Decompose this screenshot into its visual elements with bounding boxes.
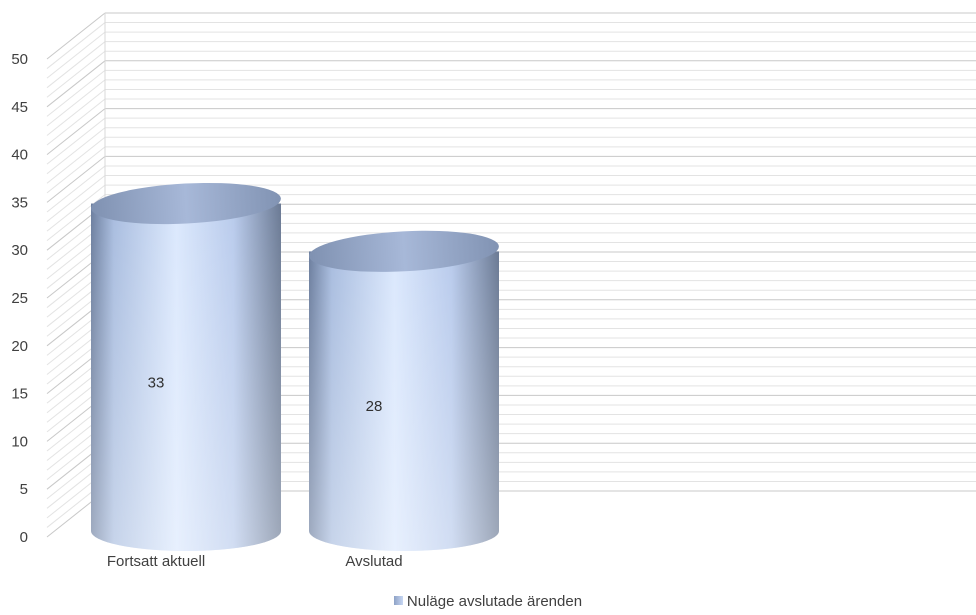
y-tick-label: 10: [11, 433, 28, 450]
side-gridline: [46, 41, 106, 89]
cylinder-body-shade: [309, 251, 499, 551]
side-gridline: [46, 165, 106, 213]
cylinder-top: [91, 182, 281, 225]
y-tick-label: 30: [11, 242, 28, 259]
category-label: Avslutad: [345, 553, 402, 570]
side-gridline: [46, 50, 106, 98]
data-label: 33: [148, 374, 165, 391]
side-gridline: [46, 117, 106, 165]
side-gridline: [46, 60, 106, 108]
side-gridline: [46, 79, 106, 127]
y-tick-label: 50: [11, 51, 28, 68]
side-gridline: [46, 98, 106, 146]
y-tick-label: 20: [11, 338, 28, 355]
bars: [91, 182, 499, 551]
y-tick-label: 45: [11, 99, 28, 116]
y-tick-label: 40: [11, 147, 28, 164]
cylinder-body-shade: [91, 203, 281, 551]
y-tick-label: 25: [11, 290, 28, 307]
side-gridline: [46, 69, 106, 117]
side-gridline: [46, 136, 106, 184]
cylinder-top: [309, 230, 499, 272]
side-gridline: [46, 127, 106, 175]
side-gridline: [46, 184, 106, 232]
side-gridline: [46, 12, 106, 60]
y-tick-label: 0: [20, 529, 28, 546]
legend-swatch-icon: [393, 596, 403, 605]
side-gridline: [46, 146, 106, 194]
side-gridline: [46, 108, 106, 155]
side-gridline: [46, 156, 106, 203]
category-label: Fortsatt aktuell: [107, 553, 205, 570]
side-gridline: [46, 22, 106, 69]
side-gridline: [46, 89, 106, 136]
side-gridline: [46, 31, 106, 79]
y-axis: 0 5 10 15 20 25 30 35 40 45 50: [11, 51, 28, 546]
y-tick-label: 35: [11, 194, 28, 211]
cylinder-bar: [91, 182, 281, 551]
cylinder-bar: [309, 230, 499, 551]
y-tick-label: 5: [20, 481, 28, 498]
labels: 33 Fortsatt aktuell 28 Avslutad: [107, 374, 403, 570]
data-label: 28: [366, 398, 383, 415]
y-tick-label: 15: [11, 386, 28, 403]
legend: Nuläge avslutade ärenden: [0, 593, 976, 610]
legend-label: Nuläge avslutade ärenden: [406, 593, 583, 610]
side-gridline: [46, 175, 106, 222]
